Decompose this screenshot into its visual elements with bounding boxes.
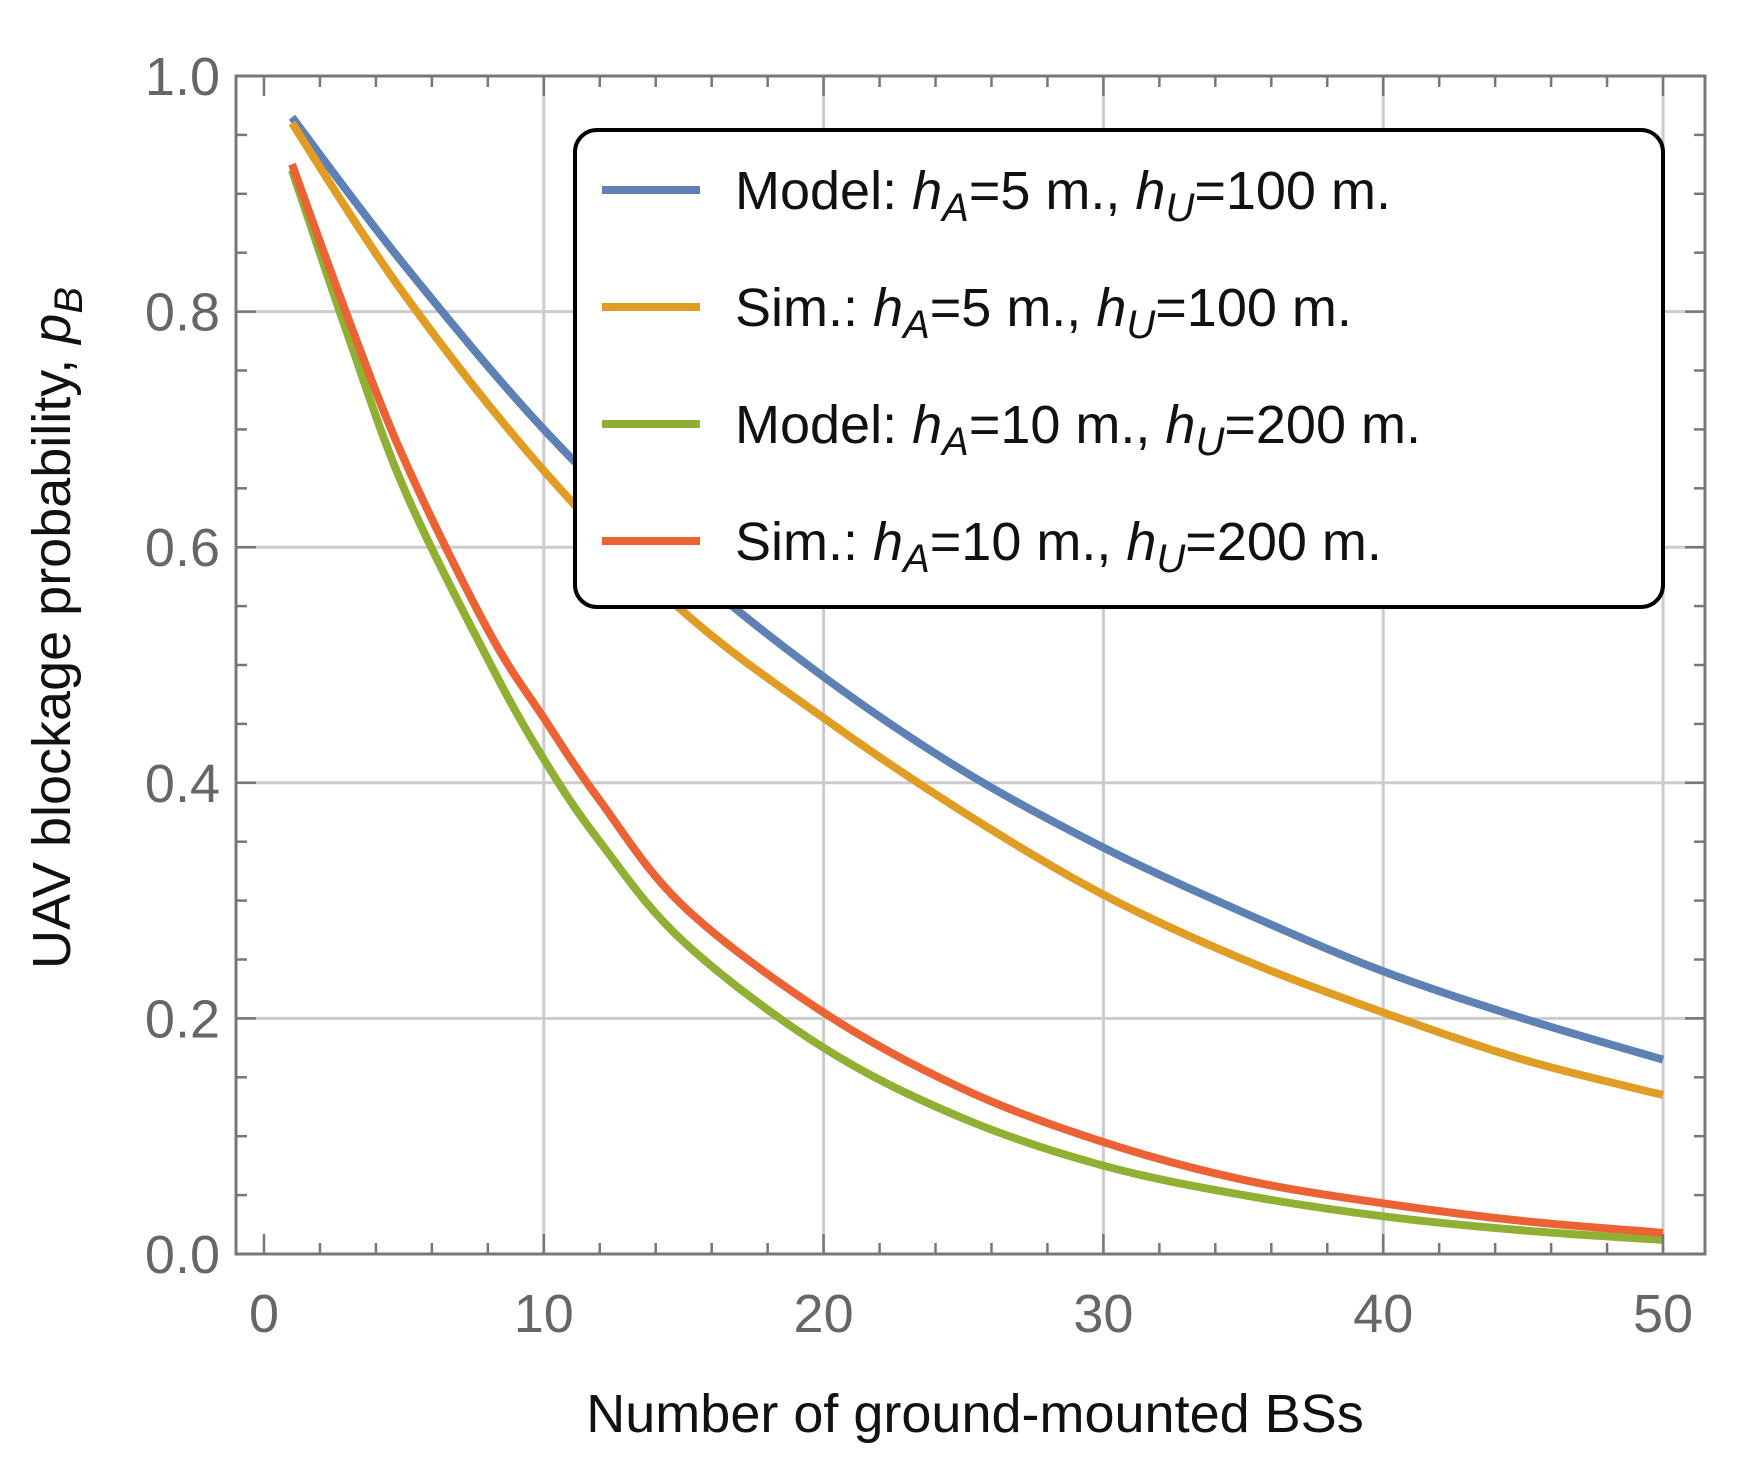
x-tick-label: 40 (1353, 1284, 1413, 1344)
y-tick-label: 0.2 (145, 989, 220, 1049)
legend-box (573, 128, 1665, 609)
x-tick-label: 0 (249, 1284, 279, 1344)
y-tick-label: 0.8 (145, 283, 220, 343)
legend-label: Model: hA=10 m., hU=200 m. (735, 395, 1421, 464)
x-tick-label: 50 (1633, 1284, 1693, 1344)
series-model-10m-200m (288, 168, 1664, 1244)
legend: Model: hA=5 m., hU=100 m. Sim.: hA=5 m., … (573, 128, 1665, 609)
axis-ticks (236, 74, 1705, 1256)
x-axis-title: Number of ground-mounted BSs (586, 1384, 1363, 1444)
y-axis-title: UAV blockage probability, pB (22, 287, 91, 969)
series-sim-5m-100m (288, 120, 1664, 1099)
series-model-5m-100m (288, 114, 1665, 1064)
y-tick-label: 0.6 (145, 518, 220, 578)
legend-entry: Sim.: hA=5 m., hU=100 m. (602, 278, 1352, 347)
y-tick-label: 1.0 (145, 47, 220, 107)
legend-label: Sim.: hA=5 m., hU=100 m. (735, 278, 1352, 347)
series-sim-10m-200m (288, 162, 1664, 1237)
x-tick-label: 20 (794, 1284, 854, 1344)
legend-entry: Model: hA=10 m., hU=200 m. (602, 395, 1421, 464)
y-tick-label: 0.4 (145, 754, 220, 814)
y-axis-symbol: p (22, 314, 82, 346)
y-axis-title-text: UAV blockage probability, (22, 344, 82, 969)
x-tick-label: 30 (1073, 1284, 1133, 1344)
legend-entry: Model: hA=5 m., hU=100 m. (602, 161, 1391, 230)
x-tick-label: 10 (514, 1284, 574, 1344)
tick-labels: 0 10 20 30 40 50 0.0 0.2 0.4 0.6 0.8 1.0 (145, 47, 1693, 1344)
series-lines (288, 114, 1665, 1244)
legend-label: Model: hA=5 m., hU=100 m. (735, 161, 1391, 230)
y-tick-label: 0.0 (145, 1225, 220, 1285)
y-axis-subscript: B (47, 287, 91, 314)
legend-label: Sim.: hA=10 m., hU=200 m. (735, 512, 1382, 581)
legend-entry: Sim.: hA=10 m., hU=200 m. (602, 512, 1382, 581)
